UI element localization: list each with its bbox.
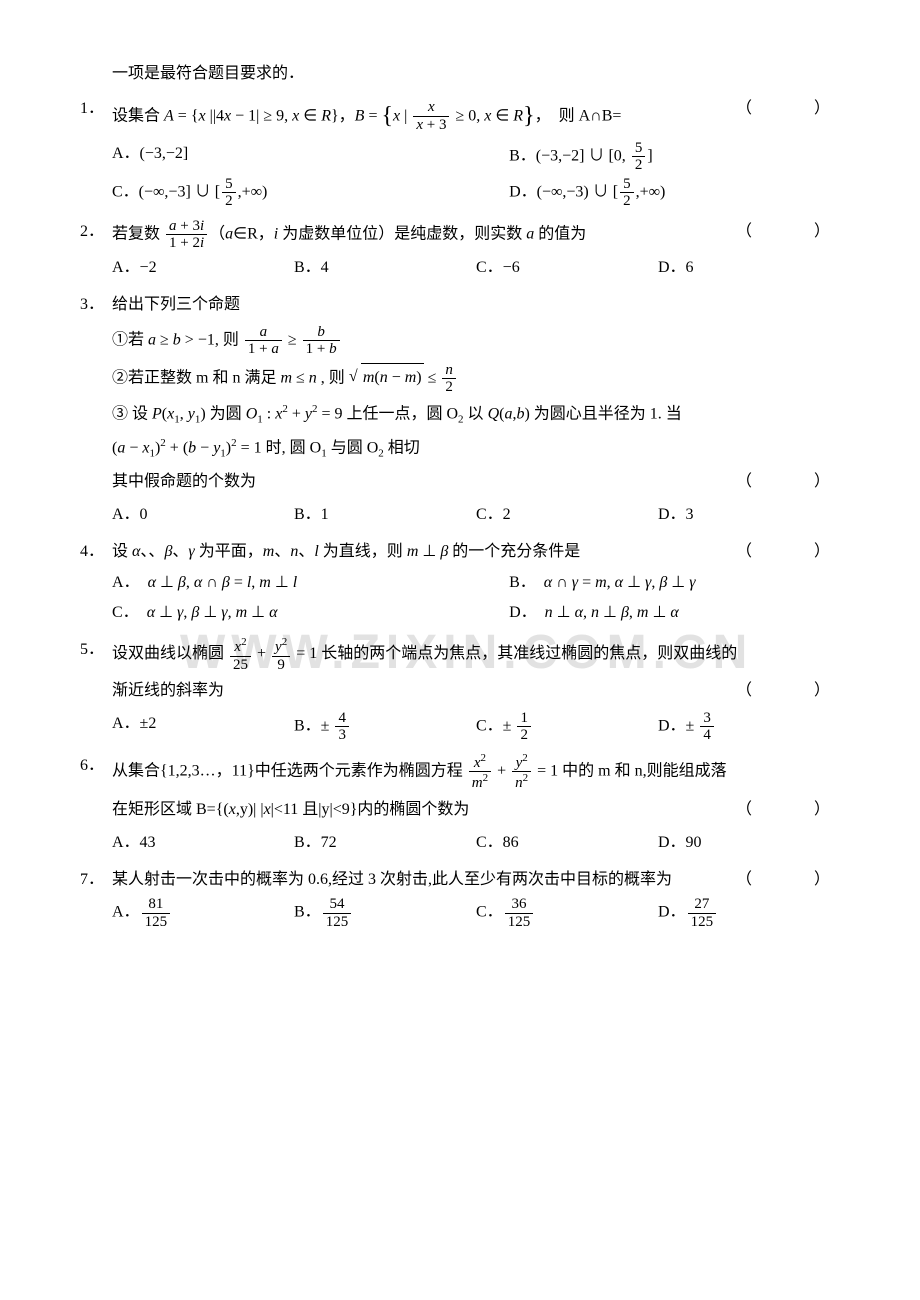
- question-stem: 5．设双曲线以椭圆 x225 + y29 = 1 长轴的两个端点为焦点，其准线过…: [80, 636, 840, 673]
- option-row: C．(−∞,−3] ∪ [52,+∞)D．(−∞,−3) ∪ [52,+∞): [112, 176, 840, 210]
- option-cell: A． α ⊥ β, α ∩ β = l, m ⊥ l: [112, 569, 509, 598]
- question: 3．给出下列三个命题 ①若 a ≥ b > −1, 则 a1 + a ≥ b1 +…: [80, 291, 840, 530]
- option-cell: B． α ∩ γ = m, α ⊥ γ, β ⊥ γ: [509, 569, 840, 598]
- answer-paren: （ ）: [736, 677, 840, 706]
- question-number: 2．: [80, 218, 112, 247]
- question-number: 7．: [80, 866, 112, 895]
- question-subline: 在矩形区域 B={(x,y)| |x|<11 且|y|<9}内的椭圆个数为（ ）: [80, 796, 840, 825]
- option-row: A．0B．1C．2D．3: [112, 501, 840, 530]
- answer-paren: （ ）: [736, 468, 840, 497]
- option-cell: A．±2: [112, 710, 294, 744]
- options: A．0B．1C．2D．3: [80, 501, 840, 530]
- question-body: 设 α、、β、γ 为平面，m、n、l 为直线，则 m ⊥ β 的一个充分条件是（…: [112, 538, 840, 567]
- question-number: 1．: [80, 95, 112, 124]
- question-stem: 1．设集合 A = {x ||4x − 1| ≥ 9, x ∈ R}，B = {…: [80, 95, 840, 138]
- options: A．43B．72C．86D．90: [80, 829, 840, 858]
- header-line: 一项是最符合题目要求的．: [80, 60, 840, 89]
- option-cell: C．86: [476, 829, 658, 858]
- option-cell: A．(−3,−2]: [112, 140, 509, 174]
- option-cell: C．2: [476, 501, 658, 530]
- question-number: 4．: [80, 538, 112, 567]
- option-cell: A．0: [112, 501, 294, 530]
- answer-paren: （ ）: [736, 538, 840, 567]
- option-cell: C．(−∞,−3] ∪ [52,+∞): [112, 176, 509, 210]
- question-number: 3．: [80, 291, 112, 320]
- option-row: A． α ⊥ β, α ∩ β = l, m ⊥ lB． α ∩ γ = m, …: [112, 569, 840, 598]
- question-stem: 2．若复数 a + 3i1 + 2i（a∈R，i 为虚数单位位）是纯虚数，则实数…: [80, 218, 840, 252]
- question: 5．设双曲线以椭圆 x225 + y29 = 1 长轴的两个端点为焦点，其准线过…: [80, 636, 840, 744]
- answer-paren: （ ）: [736, 95, 840, 124]
- options: A．−2B．4C．−6D．6: [80, 254, 840, 283]
- question-number: 5．: [80, 636, 112, 665]
- options: A．±2B．± 43C．± 12D．± 34: [80, 710, 840, 744]
- option-cell: D．27125: [658, 896, 840, 930]
- option-cell: D．6: [658, 254, 840, 283]
- question: 6．从集合{1,2,3…，11}中任选两个元素作为椭圆方程 x2m2 + y2n…: [80, 752, 840, 858]
- option-cell: C．± 12: [476, 710, 658, 744]
- question-stem: 6．从集合{1,2,3…，11}中任选两个元素作为椭圆方程 x2m2 + y2n…: [80, 752, 840, 792]
- question-body: 设双曲线以椭圆 x225 + y29 = 1 长轴的两个端点为焦点，其准线过椭圆…: [112, 636, 840, 673]
- option-cell: A．81125: [112, 896, 294, 930]
- option-cell: A．43: [112, 829, 294, 858]
- question-subline: ②若正整数 m 和 n 满足 m ≤ n , 则 m(n − m) ≤ n2: [80, 362, 840, 396]
- option-cell: B．1: [294, 501, 476, 530]
- option-cell: D．90: [658, 829, 840, 858]
- option-row: A．±2B．± 43C．± 12D．± 34: [112, 710, 840, 744]
- question-number: 6．: [80, 752, 112, 781]
- question-body: 设集合 A = {x ||4x − 1| ≥ 9, x ∈ R}，B = {x …: [112, 95, 840, 138]
- option-cell: A．−2: [112, 254, 294, 283]
- question-body: 从集合{1,2,3…，11}中任选两个元素作为椭圆方程 x2m2 + y2n2 …: [112, 752, 840, 792]
- option-row: C． α ⊥ γ, β ⊥ γ, m ⊥ αD． n ⊥ α, n ⊥ β, m…: [112, 599, 840, 628]
- option-cell: D．3: [658, 501, 840, 530]
- question: 2．若复数 a + 3i1 + 2i（a∈R，i 为虚数单位位）是纯虚数，则实数…: [80, 218, 840, 283]
- option-cell: D．± 34: [658, 710, 840, 744]
- question-stem: 3．给出下列三个命题: [80, 291, 840, 320]
- question-body: 若复数 a + 3i1 + 2i（a∈R，i 为虚数单位位）是纯虚数，则实数 a…: [112, 218, 840, 252]
- answer-paren: （ ）: [736, 796, 840, 825]
- question-stem: 7．某人射击一次击中的概率为 0.6,经过 3 次射击,此人至少有两次击中目标的…: [80, 866, 840, 895]
- question-subline: ③ 设 P(x1, y1) 为圆 O1 : x2 + y2 = 9 上任一点，圆…: [80, 400, 840, 430]
- answer-paren: （ ）: [736, 866, 840, 895]
- page-content: 一项是最符合题目要求的． 1．设集合 A = {x ||4x − 1| ≥ 9,…: [80, 60, 840, 930]
- option-cell: D．(−∞,−3) ∪ [52,+∞): [509, 176, 840, 210]
- question-subline: (a − x1)2 + (b − y1)2 = 1 时, 圆 O1 与圆 O2 …: [80, 434, 840, 464]
- question: 7．某人射击一次击中的概率为 0.6,经过 3 次射击,此人至少有两次击中目标的…: [80, 866, 840, 931]
- question-body: 某人射击一次击中的概率为 0.6,经过 3 次射击,此人至少有两次击中目标的概率…: [112, 866, 840, 895]
- option-row: A．−2B．4C．−6D．6: [112, 254, 840, 283]
- question-subline: ①若 a ≥ b > −1, 则 a1 + a ≥ b1 + b: [80, 324, 840, 358]
- option-cell: B．± 43: [294, 710, 476, 744]
- question-body: 给出下列三个命题: [112, 291, 840, 320]
- option-cell: C． α ⊥ γ, β ⊥ γ, m ⊥ α: [112, 599, 509, 628]
- option-cell: C．36125: [476, 896, 658, 930]
- option-cell: D． n ⊥ α, n ⊥ β, m ⊥ α: [509, 599, 840, 628]
- option-row: A．81125B．54125C．36125D．27125: [112, 896, 840, 930]
- option-cell: B．(−3,−2] ∪ [0, 52]: [509, 140, 840, 174]
- options: A．81125B．54125C．36125D．27125: [80, 896, 840, 930]
- option-cell: B．54125: [294, 896, 476, 930]
- options: A． α ⊥ β, α ∩ β = l, m ⊥ lB． α ∩ γ = m, …: [80, 569, 840, 629]
- option-cell: B．72: [294, 829, 476, 858]
- options: A．(−3,−2]B．(−3,−2] ∪ [0, 52]C．(−∞,−3] ∪ …: [80, 140, 840, 210]
- option-row: A．43B．72C．86D．90: [112, 829, 840, 858]
- option-cell: C．−6: [476, 254, 658, 283]
- question: 1．设集合 A = {x ||4x − 1| ≥ 9, x ∈ R}，B = {…: [80, 95, 840, 210]
- option-cell: B．4: [294, 254, 476, 283]
- question: 4．设 α、、β、γ 为平面，m、n、l 为直线，则 m ⊥ β 的一个充分条件…: [80, 538, 840, 628]
- question-subline: 其中假命题的个数为（ ）: [80, 468, 840, 497]
- option-row: A．(−3,−2]B．(−3,−2] ∪ [0, 52]: [112, 140, 840, 174]
- question-subline: 渐近线的斜率为（ ）: [80, 677, 840, 706]
- answer-paren: （ ）: [736, 218, 840, 247]
- question-stem: 4．设 α、、β、γ 为平面，m、n、l 为直线，则 m ⊥ β 的一个充分条件…: [80, 538, 840, 567]
